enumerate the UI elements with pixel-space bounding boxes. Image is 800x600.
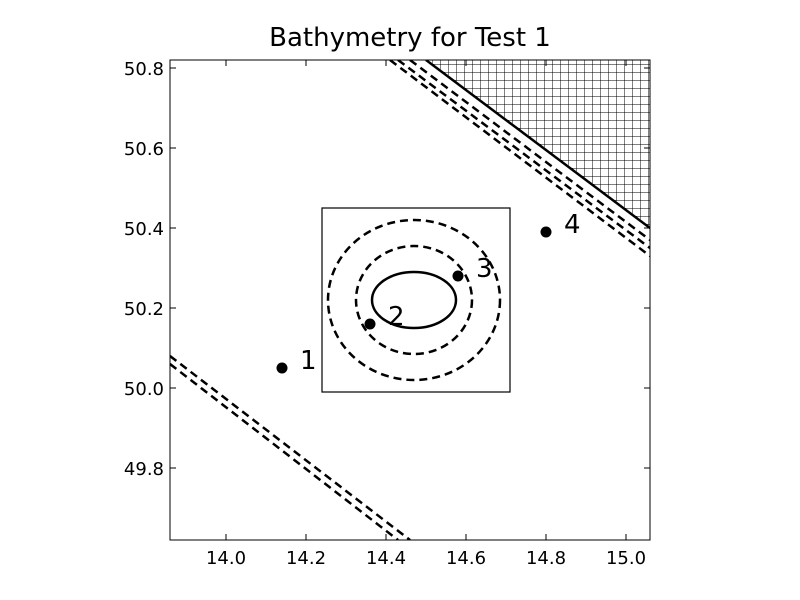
data-point-4 <box>540 226 552 238</box>
ellipse-contour-2 <box>354 244 474 356</box>
data-label-4: 4 <box>564 210 581 240</box>
contour-line-6 <box>170 363 399 540</box>
y-tick-label: 49.8 <box>124 459 164 480</box>
contour-line-2 <box>409 60 650 241</box>
data-markers: 1 2 3 4 <box>276 210 581 376</box>
x-tick-label: 14.6 <box>446 548 486 569</box>
x-tick-label: 14.4 <box>366 548 406 569</box>
y-tick-label: 50.6 <box>124 139 164 160</box>
contour-line-3 <box>397 60 650 250</box>
data-label-3: 3 <box>476 254 493 284</box>
axes: 14.0 14.2 14.4 14.6 14.8 15.0 49.8 50.0 50.2 50.4… <box>124 59 650 569</box>
plot-frame <box>169 59 651 541</box>
data-label-2: 2 <box>388 302 405 332</box>
contour-line-4 <box>389 60 650 257</box>
chart-title: Bathymetry for Test 1 <box>269 23 551 53</box>
x-tick-label: 14.2 <box>286 548 326 569</box>
ellipse-contour-1 <box>326 218 502 382</box>
x-tick-label: 14.8 <box>526 548 566 569</box>
y-tick-label: 50.4 <box>124 219 164 240</box>
data-point-1 <box>276 362 288 374</box>
y-tick-label: 50.8 <box>124 59 164 80</box>
x-tick-label: 14.0 <box>206 548 246 569</box>
data-label-1: 1 <box>300 346 317 376</box>
data-point-3 <box>452 270 464 282</box>
x-tick-label: 15.0 <box>606 548 646 569</box>
data-point-2 <box>364 318 376 330</box>
survey-box <box>321 207 511 393</box>
y-tick-label: 50.2 <box>124 299 164 320</box>
y-tick-label: 50.0 <box>124 379 164 400</box>
contour-line-5 <box>170 355 411 540</box>
contour-line-1 <box>425 60 650 229</box>
ellipse-contour-3 <box>370 270 458 330</box>
plot-content <box>170 60 650 540</box>
